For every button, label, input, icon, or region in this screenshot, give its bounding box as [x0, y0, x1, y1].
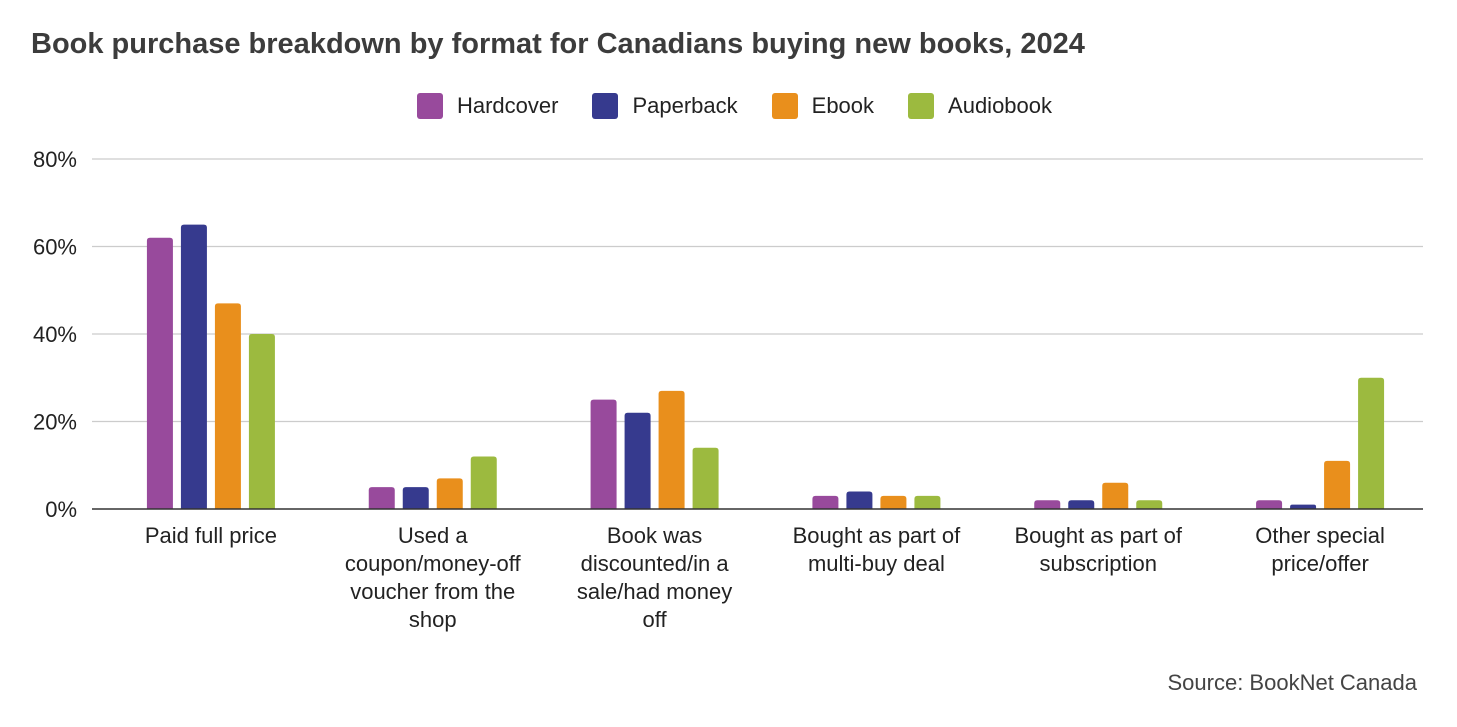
chart-title: Book purchase breakdown by format for Ca…	[31, 28, 1085, 60]
bar-audiobook-6	[1358, 377, 1385, 509]
bar-hardcover-6	[1256, 500, 1283, 509]
legend-swatch	[771, 93, 798, 119]
legend-label: Hardcover	[456, 93, 559, 118]
bar-ebook-2	[436, 478, 463, 509]
bar-hardcover-3	[590, 399, 617, 509]
legend-swatch	[908, 93, 935, 119]
legend-item-paperback: Paperback	[592, 93, 738, 119]
y-tick-label: 20%	[33, 410, 77, 435]
x-category-label: Other special price/offer	[1255, 523, 1385, 576]
legend-swatch	[416, 93, 443, 119]
bar-audiobook-3	[692, 447, 719, 509]
x-category-label: Paid full price	[145, 523, 277, 548]
x-category-label: Book was discounted/in a sale/had money off	[577, 523, 732, 632]
bar-paperback-3	[624, 412, 651, 509]
y-tick-label: 80%	[33, 147, 77, 172]
bar-hardcover-5	[1034, 500, 1061, 509]
y-tick-label: 60%	[33, 235, 77, 260]
chart-legend: Hardcover Paperback Ebook Audiobook	[0, 90, 1457, 122]
bar-audiobook-5	[1136, 500, 1163, 509]
bar-ebook-5	[1102, 482, 1129, 509]
bar-ebook-1	[214, 303, 241, 509]
bar-paperback-4	[846, 491, 873, 509]
source-note: Source: BookNet Canada	[1167, 670, 1418, 695]
bar-audiobook-2	[470, 456, 497, 509]
legend-item-ebook: Ebook	[771, 93, 875, 119]
bar-hardcover-4	[812, 495, 839, 509]
bar-paperback-6	[1290, 504, 1317, 509]
bar-audiobook-1	[248, 334, 275, 509]
bar-audiobook-4	[914, 495, 941, 509]
x-category-label: Bought as part of subscription	[1014, 523, 1182, 576]
x-category-label: Bought as part of multi-buy deal	[793, 523, 961, 576]
bar-ebook-3	[658, 390, 685, 509]
legend-item-audiobook: Audiobook	[908, 93, 1052, 119]
bar-hardcover-1	[146, 237, 173, 509]
legend-label: Ebook	[811, 93, 875, 118]
bar-paperback-1	[180, 224, 207, 509]
bar-paperback-5	[1068, 500, 1095, 509]
bar-hardcover-2	[368, 487, 395, 509]
legend-swatch	[592, 93, 619, 119]
bar-paperback-2	[402, 487, 429, 509]
bar-ebook-6	[1324, 460, 1351, 509]
bar-ebook-4	[880, 495, 907, 509]
legend-item-hardcover: Hardcover	[416, 93, 559, 119]
x-category-label: Used a coupon/money-off voucher from the sh…	[345, 523, 522, 632]
legend-label: Paperback	[632, 93, 738, 118]
y-tick-label: 0%	[45, 497, 77, 522]
y-tick-label: 40%	[33, 322, 77, 347]
legend-label: Audiobook	[948, 93, 1053, 118]
